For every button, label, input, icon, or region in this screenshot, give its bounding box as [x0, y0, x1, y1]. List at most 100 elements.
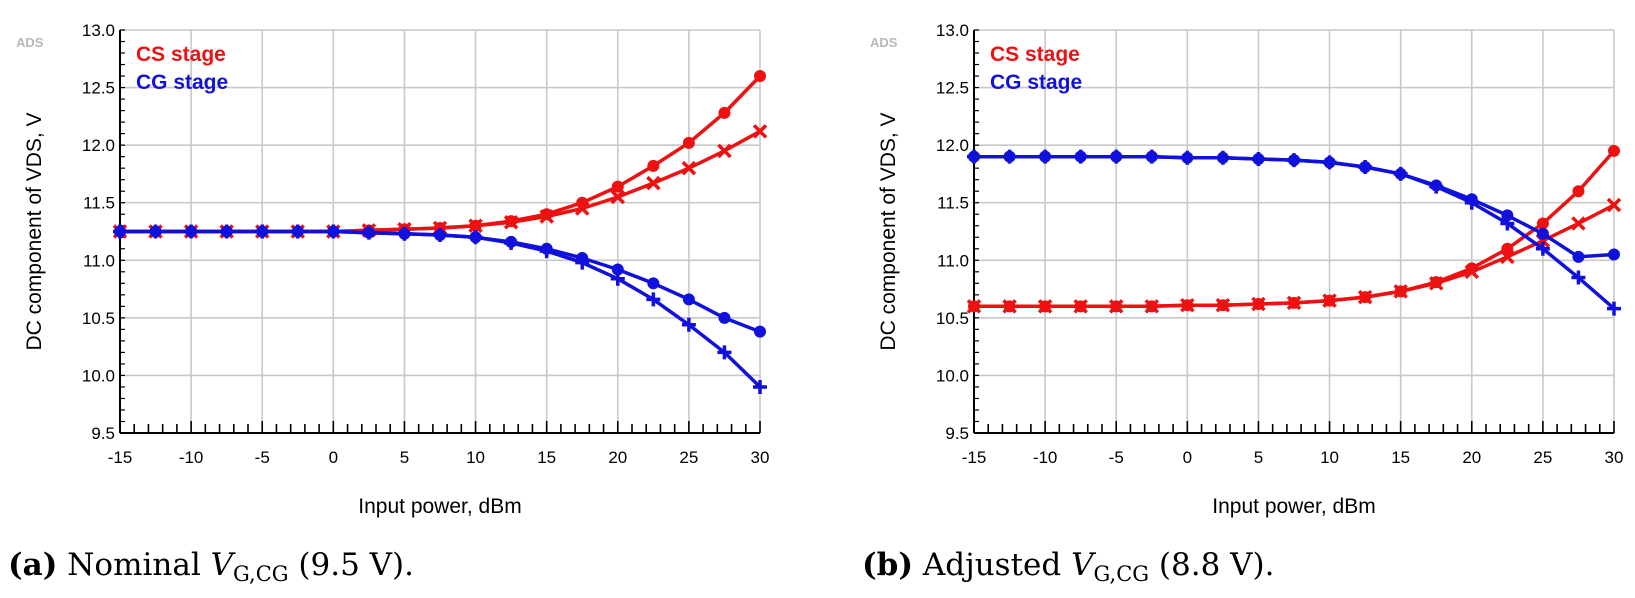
series-line — [120, 74, 762, 234]
data-point — [148, 224, 163, 239]
data-point — [646, 175, 661, 191]
data-point — [681, 160, 697, 176]
data-point — [754, 70, 766, 83]
y-tick-label: 12.5 — [82, 79, 115, 98]
y-tick-label: 10.5 — [936, 309, 969, 328]
data-point — [219, 224, 234, 239]
data-point — [1038, 149, 1053, 164]
data-point — [397, 226, 412, 241]
data-point — [718, 106, 731, 119]
x-tick-label: 30 — [751, 448, 770, 467]
chart-b-series-cs-x — [966, 197, 1622, 314]
x-tick-label: -10 — [179, 448, 204, 467]
data-point — [503, 215, 519, 230]
series-line — [120, 229, 761, 334]
y-tick-label: 11.0 — [83, 251, 115, 270]
caption-a-subscript: G,CG — [233, 562, 289, 586]
data-point — [184, 224, 199, 239]
legend-entry: CS stage — [136, 43, 226, 66]
x-tick-label: -10 — [1033, 448, 1058, 467]
data-point — [575, 255, 590, 270]
legend-entry: CG stage — [990, 71, 1082, 94]
series-line — [120, 229, 762, 389]
data-point — [1393, 166, 1408, 181]
y-tick-label: 10.0 — [82, 366, 115, 385]
data-point — [1251, 151, 1266, 166]
data-point — [1251, 296, 1266, 312]
data-point — [361, 225, 376, 240]
data-point — [752, 124, 768, 139]
data-point — [717, 345, 732, 360]
data-point — [1607, 301, 1621, 316]
data-point — [1464, 195, 1479, 210]
x-tick-label: 10 — [1320, 448, 1339, 467]
data-point — [1500, 216, 1515, 231]
y-tick-label: 12.5 — [936, 79, 969, 98]
chart-b-ads-badge: ADS — [870, 35, 898, 50]
data-point — [1180, 297, 1195, 313]
data-point — [610, 189, 626, 205]
data-point — [1108, 299, 1124, 314]
chart-b-legend: CS stage CG stage — [990, 43, 1082, 94]
caption-a-text: Nominal — [67, 547, 201, 583]
data-point — [1322, 155, 1337, 170]
data-point — [574, 201, 590, 216]
data-point — [326, 224, 341, 239]
chart-a-y-axis-label: DC component of VDS, V — [23, 112, 46, 350]
chart-b-series-cg-circle — [968, 150, 1620, 263]
x-tick-label: 20 — [1462, 448, 1481, 467]
x-tick-label: 20 — [608, 448, 627, 467]
data-point — [504, 236, 519, 251]
y-tick-label: 11.5 — [83, 194, 115, 213]
data-point — [753, 379, 767, 394]
data-point — [1357, 289, 1373, 305]
data-point — [1073, 299, 1088, 314]
y-tick-label: 10.0 — [936, 366, 969, 385]
data-point — [646, 292, 661, 307]
data-point — [1322, 293, 1337, 308]
x-tick-label: -5 — [1109, 448, 1124, 467]
data-point — [754, 325, 766, 338]
chart-a: -15 -10 -5 0 5 10 15 20 25 30 9.5 10.0 10.5 11.0 11.5 1… — [16, 21, 769, 518]
data-point — [1464, 264, 1480, 280]
data-point — [539, 209, 554, 224]
x-tick-label: 25 — [1533, 448, 1552, 467]
y-tick-label: 9.5 — [945, 424, 969, 443]
caption-b-label: (b) — [862, 547, 914, 583]
data-point — [611, 263, 624, 276]
caption-a-value: (9.5 V). — [298, 547, 414, 583]
data-point — [966, 299, 982, 314]
chart-b: -15 -10 -5 0 5 10 15 20 25 30 9.5 10.0 10.5 11.0 11.5 1… — [870, 21, 1623, 518]
series-line — [120, 129, 761, 234]
series-line — [974, 154, 1616, 310]
data-point — [1571, 270, 1586, 285]
data-point — [1215, 297, 1231, 313]
data-point — [1428, 276, 1444, 291]
chart-a-series-cs-x — [112, 124, 768, 239]
chart-b-series-cs-circle — [968, 144, 1620, 313]
data-point — [1144, 299, 1160, 314]
data-point — [1109, 149, 1124, 164]
y-tick-label: 11.0 — [937, 251, 969, 270]
x-tick-label: 15 — [537, 448, 556, 467]
caption-b-subscript: G,CG — [1093, 562, 1150, 586]
data-point — [1571, 216, 1586, 231]
data-point — [1358, 160, 1373, 175]
x-tick-label: -15 — [962, 448, 987, 467]
chart-b-x-axis-label: Input power, dBm — [1212, 495, 1375, 518]
chart-a-series-cs-circle — [114, 70, 766, 238]
data-point — [1501, 209, 1514, 222]
caption-b-text: Adjusted — [922, 547, 1062, 583]
data-point — [967, 149, 981, 164]
data-point — [1393, 284, 1408, 299]
caption-a-label: (a) — [8, 547, 58, 583]
data-point — [647, 277, 660, 290]
data-point — [1002, 299, 1017, 314]
legend-entry: CS stage — [990, 43, 1080, 66]
x-tick-label: 25 — [679, 448, 698, 467]
y-tick-label: 11.5 — [937, 194, 969, 213]
x-tick-label: 0 — [329, 448, 338, 467]
y-tick-label: 12.0 — [82, 136, 115, 155]
caption-b-value: (8.8 V). — [1158, 547, 1275, 583]
